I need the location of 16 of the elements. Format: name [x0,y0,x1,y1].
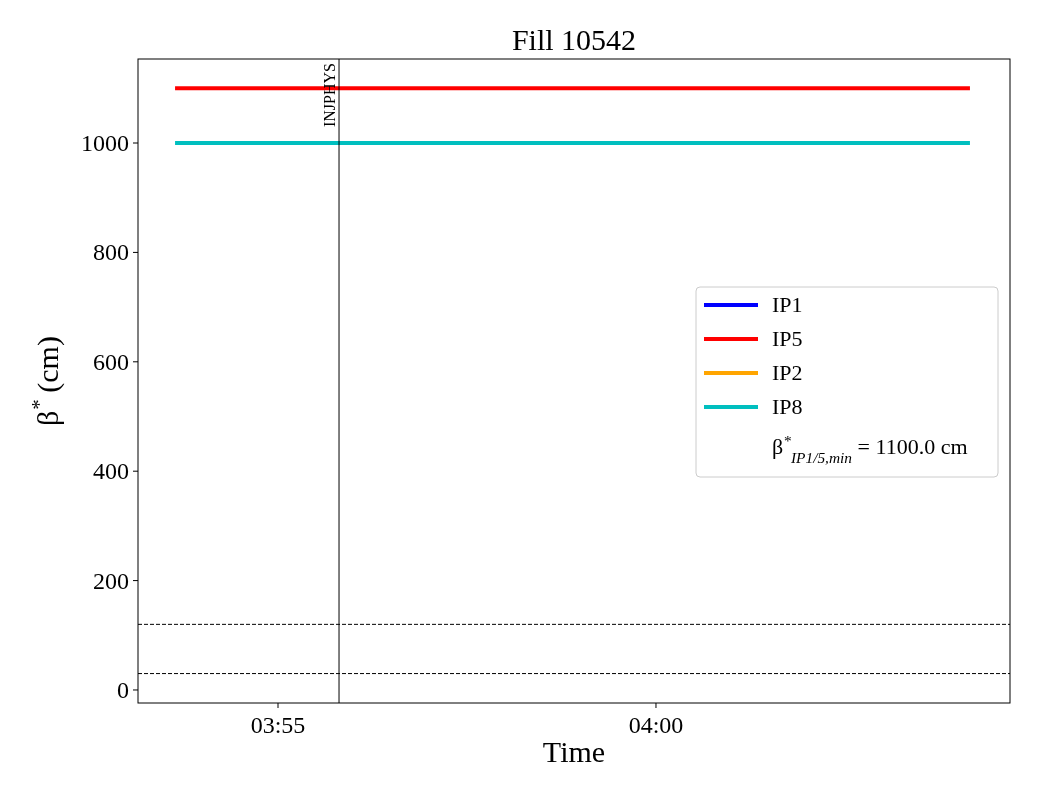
y-tick-label: 600 [93,348,129,375]
y-tick-label: 400 [93,458,129,485]
y-tick-label: 0 [117,676,129,703]
legend-label: IP8 [772,394,803,419]
chart-title: Fill 10542 [511,23,637,56]
x-tick-label: 04:00 [628,712,684,738]
legend-label: IP2 [772,360,803,385]
y-tick-label: 200 [93,567,129,594]
legend-label: IP1 [772,292,803,317]
y-tick-label: 1000 [81,130,129,157]
annotation: β$^{*}$$_{IP1/5,min}$ = 1100.0 cm [772,431,968,466]
y-tick-label: 800 [93,239,129,266]
x-axis-title: Time [542,735,606,768]
x-tick-label: 03:55 [250,712,306,738]
legend-label: IP5 [772,326,803,351]
ref-line-label: INJPHYS [321,63,339,128]
